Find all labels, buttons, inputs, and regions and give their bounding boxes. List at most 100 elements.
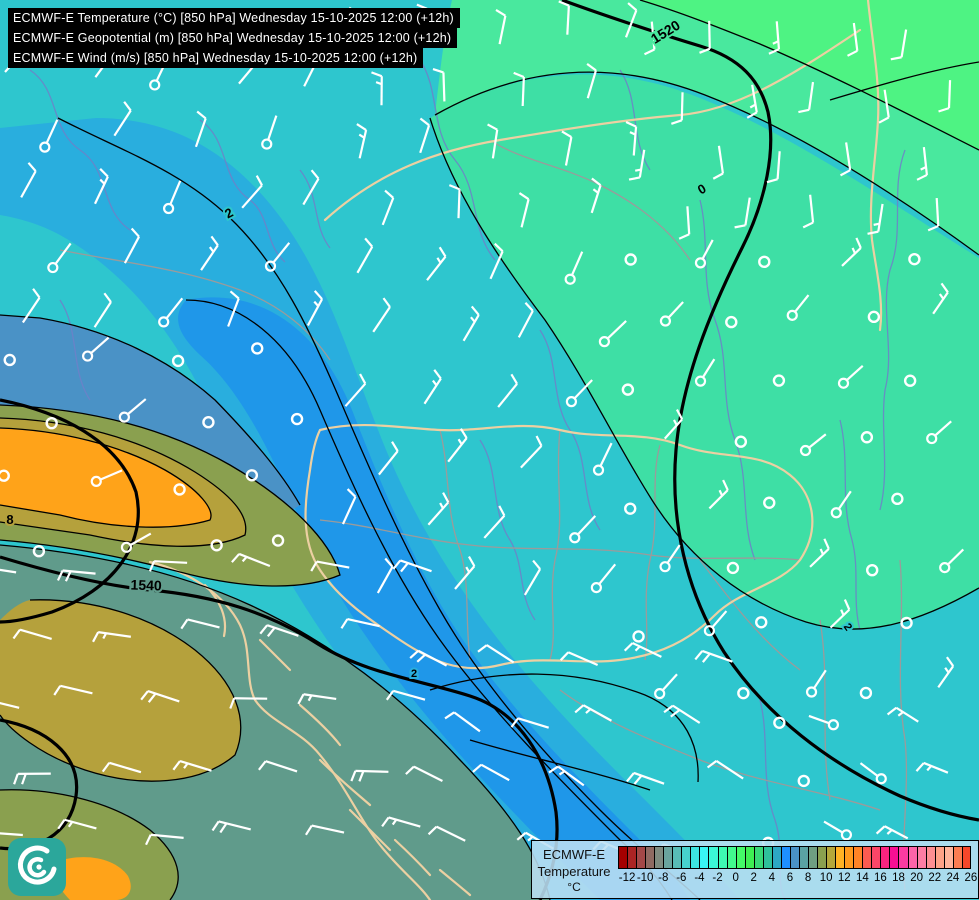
wind-barb — [725, 315, 738, 329]
wind-barb — [915, 761, 949, 774]
coastline-border-line — [348, 808, 392, 852]
wind-barb — [663, 704, 701, 724]
wind-barb — [654, 673, 678, 700]
wind-barb — [758, 255, 771, 269]
arso-spiral-logo — [8, 838, 66, 896]
geopotential-contour-line — [0, 555, 559, 900]
wind-barb — [483, 505, 506, 539]
wind-barb — [694, 649, 733, 663]
wind-barb — [447, 428, 468, 463]
wind-barb — [592, 442, 613, 476]
title-line-geopotential: ECMWF-E Geopotential (m) [850 hPa] Wedne… — [8, 28, 458, 48]
wind-barb — [427, 492, 450, 526]
legend-tick-label: 4 — [768, 872, 776, 884]
wind-barb — [495, 9, 507, 45]
wind-barb — [202, 416, 215, 429]
wind-barb — [118, 398, 147, 423]
legend-tick-label: -12 — [618, 872, 636, 884]
wind-barb — [120, 532, 152, 553]
legend-tick-label: 12 — [837, 872, 851, 884]
admin-border-line — [699, 559, 801, 671]
map-title-block: ECMWF-E Temperature (°C) [850 hPa] Wedne… — [8, 8, 460, 68]
admin-border-line — [319, 519, 801, 561]
legend-tick-label: -4 — [694, 872, 705, 884]
temperature-contour-line — [429, 673, 699, 783]
wind-barb — [409, 649, 448, 667]
wind-barb — [101, 761, 142, 774]
wind-barb — [558, 0, 570, 35]
legend-swatch — [627, 846, 637, 869]
legend-swatch — [771, 846, 781, 869]
temperature-contour-line — [0, 417, 247, 547]
temperature-contour-line — [0, 314, 301, 506]
wind-barb — [444, 711, 481, 733]
wind-barb — [381, 816, 421, 828]
wind-barb — [644, 21, 656, 56]
legend-swatch — [636, 846, 646, 869]
wind-barb — [878, 89, 890, 124]
wind-barb — [45, 416, 58, 430]
wind-barb — [659, 301, 684, 327]
wind-barb — [773, 716, 786, 729]
wind-barb — [548, 765, 585, 787]
admin-border-line — [549, 429, 561, 661]
wind-barb — [258, 760, 298, 773]
wind-barb — [586, 62, 598, 99]
wind-barb — [841, 237, 862, 267]
wind-barb — [859, 686, 873, 700]
legend-swatch — [889, 846, 899, 869]
coastline-border-line — [393, 838, 432, 877]
wind-barb — [621, 383, 635, 396]
wind-barb — [271, 534, 285, 547]
legend-swatch — [708, 846, 718, 869]
contour-label: 8 — [6, 512, 13, 527]
wind-barb — [569, 515, 597, 544]
wind-barb — [251, 342, 264, 355]
wind-barb — [823, 820, 853, 841]
wind-barb — [734, 197, 751, 229]
wind-barb — [426, 246, 447, 281]
legend-tick-label: 2 — [750, 872, 757, 884]
wind-barb — [21, 288, 41, 324]
legend-parameter-label: Temperature — [537, 864, 611, 879]
wind-barb — [229, 697, 268, 709]
wind-barb — [392, 559, 432, 573]
wind-barb — [90, 469, 123, 487]
legend-tick-label: -8 — [658, 872, 669, 884]
geopotential-contour-line — [561, 0, 979, 822]
legend-unit-label: °C — [567, 880, 581, 894]
wind-barb — [92, 631, 132, 643]
wind-barb — [561, 130, 573, 166]
legend-tick-label: 26 — [964, 872, 978, 884]
wind-barb — [200, 235, 219, 271]
wind-barb — [211, 820, 251, 834]
wind-barb — [12, 628, 52, 641]
legend-tick-label: 10 — [819, 872, 833, 884]
wind-barb — [737, 686, 750, 700]
wind-barb — [56, 569, 96, 582]
wind-barb — [427, 825, 466, 842]
legend-tick-label: 8 — [804, 872, 812, 884]
river-line — [419, 59, 496, 261]
wind-barb — [171, 354, 185, 368]
wind-barb — [520, 435, 543, 469]
legend-swatch — [780, 846, 790, 869]
wind-barb — [173, 483, 186, 496]
wind-barb — [517, 301, 534, 338]
legend-swatch — [817, 846, 827, 869]
legend-swatch — [699, 846, 709, 869]
wind-barb — [559, 651, 599, 667]
coastline-border-line — [298, 703, 342, 747]
wind-barb — [261, 115, 278, 150]
wind-barb — [938, 80, 952, 113]
temperature-contour-line — [829, 61, 979, 101]
wind-barb — [140, 689, 180, 703]
legend-tick-label: 18 — [892, 872, 905, 884]
river-line — [539, 329, 601, 531]
wind-barb — [20, 162, 37, 198]
wind-barb — [847, 22, 859, 57]
wind-barb — [454, 556, 476, 590]
coastline-border-line — [258, 638, 292, 672]
